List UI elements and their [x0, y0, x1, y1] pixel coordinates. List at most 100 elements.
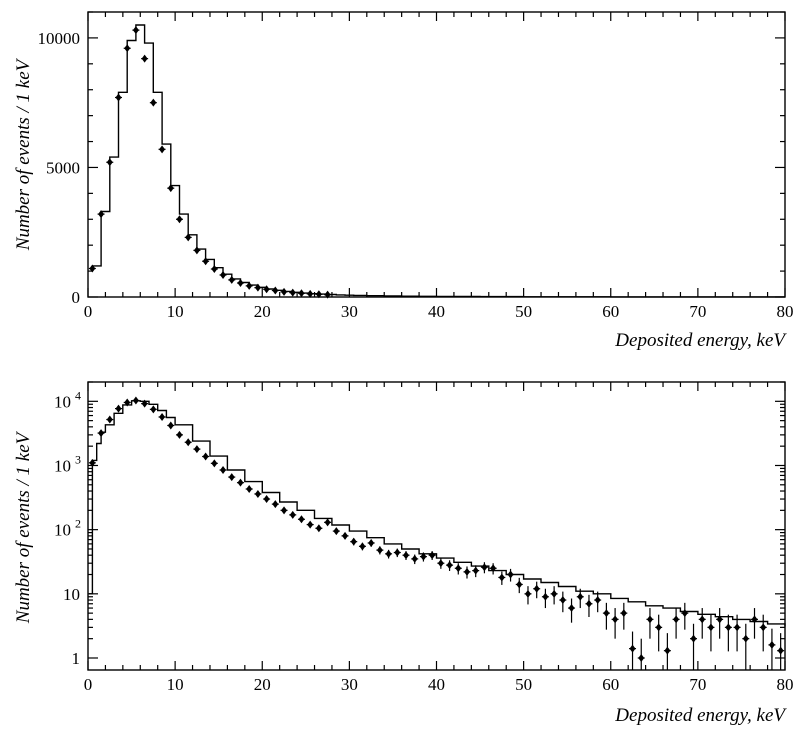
bottom-point-marker	[429, 551, 436, 560]
bottom-data-point	[454, 563, 462, 575]
bottom-data-point	[724, 614, 732, 652]
top-data-point	[97, 210, 105, 219]
bottom-data-point	[306, 520, 314, 529]
bottom-data-point	[236, 478, 244, 487]
bottom-data-point	[672, 608, 680, 639]
bottom-data-point	[97, 429, 105, 438]
bottom-point-marker	[646, 615, 653, 624]
bottom-point-marker	[690, 634, 697, 643]
bottom-y-tick-label: 10	[54, 392, 71, 411]
top-x-tick-label: 0	[84, 302, 93, 321]
bottom-data-point	[210, 459, 218, 468]
bottom-data-point	[524, 586, 532, 605]
bottom-point-marker	[542, 592, 549, 601]
bottom-point-marker	[228, 473, 235, 482]
bottom-data-point	[149, 405, 157, 414]
bottom-point-marker	[132, 396, 139, 405]
bottom-point-marker	[437, 559, 444, 568]
bottom-data-point	[358, 542, 366, 551]
top-panel: 0 10 20 30 40 50 60 70 80 0 5000 10000 Deposited en…	[13, 11, 794, 351]
top-point-marker	[106, 158, 113, 167]
bottom-panel: 0 10 20 30 40 50 60 70 80 1 10 2 10 3 10 4 10 Deposited …	[13, 381, 794, 726]
bottom-y-tick-label: 1	[72, 649, 81, 668]
top-data-point	[297, 289, 305, 298]
bottom-data-point	[297, 515, 305, 524]
top-data-point	[106, 158, 114, 167]
bottom-data-point	[193, 445, 201, 454]
top-point-marker	[132, 26, 139, 35]
top-y-tick-label: 5000	[46, 158, 80, 177]
top-data-point	[123, 44, 131, 53]
bottom-point-marker	[673, 615, 680, 624]
bottom-x-tick-label: 0	[84, 675, 93, 694]
bottom-point-marker	[150, 405, 157, 414]
bottom-point-marker	[124, 398, 131, 407]
bottom-point-marker	[89, 458, 96, 467]
bottom-data-point	[629, 631, 637, 670]
top-y-axis-title: Number of events / 1 keV	[13, 57, 34, 251]
top-data-point	[158, 145, 166, 154]
bottom-point-marker	[638, 653, 645, 662]
bottom-y-tick-label: 10	[54, 456, 71, 475]
bottom-data-point	[263, 495, 271, 504]
top-data-point	[315, 290, 323, 299]
top-data-point	[184, 233, 192, 242]
bottom-data-point	[315, 524, 323, 533]
top-data-point	[219, 270, 227, 279]
bottom-data-point	[376, 546, 384, 555]
top-point-marker	[237, 279, 244, 288]
bottom-data-point	[733, 614, 741, 652]
bottom-data-point	[437, 558, 445, 569]
bottom-point-marker	[98, 429, 105, 438]
top-point-marker	[124, 44, 131, 53]
bottom-data-point	[219, 466, 227, 475]
bottom-point-marker	[289, 510, 296, 519]
bottom-point-marker	[603, 609, 610, 618]
top-data-point	[149, 98, 157, 107]
top-data-point	[175, 215, 183, 224]
bottom-y-axis-title: Number of events / 1 keV	[13, 430, 34, 624]
bottom-point-marker	[664, 646, 671, 655]
bottom-data-point	[280, 506, 288, 515]
top-x-tick-label: 30	[341, 302, 358, 321]
bottom-point-marker	[516, 580, 523, 589]
bottom-data-point	[646, 608, 654, 639]
bottom-data-point	[158, 412, 166, 421]
bottom-point-marker	[254, 489, 261, 498]
bottom-point-marker	[193, 445, 200, 454]
bottom-point-marker	[751, 615, 758, 624]
top-data-point	[254, 283, 262, 292]
bottom-data-point	[611, 608, 619, 639]
top-x-tick-label: 10	[167, 302, 184, 321]
bottom-x-tick-label: 50	[515, 675, 532, 694]
bottom-point-marker	[681, 609, 688, 618]
bottom-x-tick-label: 10	[167, 675, 184, 694]
bottom-data-point	[751, 608, 759, 639]
bottom-data-point	[498, 571, 506, 585]
bottom-data-point	[332, 527, 340, 536]
bottom-point-marker	[463, 567, 470, 576]
top-plot-frame	[87, 11, 786, 298]
bottom-data-point	[681, 602, 689, 630]
bottom-x-tick-label: 40	[428, 675, 445, 694]
bottom-point-marker	[298, 515, 305, 524]
top-data-point	[114, 93, 122, 102]
bottom-point-marker	[176, 430, 183, 439]
bottom-point-marker	[742, 634, 749, 643]
bottom-point-marker	[524, 589, 531, 598]
bottom-point-marker	[342, 531, 349, 540]
bottom-data-point	[254, 489, 262, 498]
bottom-point-marker	[472, 566, 479, 575]
bottom-data-point	[324, 518, 332, 527]
bottom-y-tick-exponent: 3	[75, 452, 81, 466]
bottom-data-point	[533, 581, 541, 599]
bottom-data-point	[393, 548, 401, 558]
top-point-marker	[281, 287, 288, 296]
bottom-data-point	[550, 586, 558, 605]
top-point-marker	[159, 145, 166, 154]
bottom-data-point	[350, 537, 358, 546]
bottom-point-marker	[707, 623, 714, 632]
bottom-y-tick-label: 10	[63, 585, 80, 604]
bottom-point-marker	[760, 623, 767, 632]
bottom-data-point	[289, 510, 297, 519]
